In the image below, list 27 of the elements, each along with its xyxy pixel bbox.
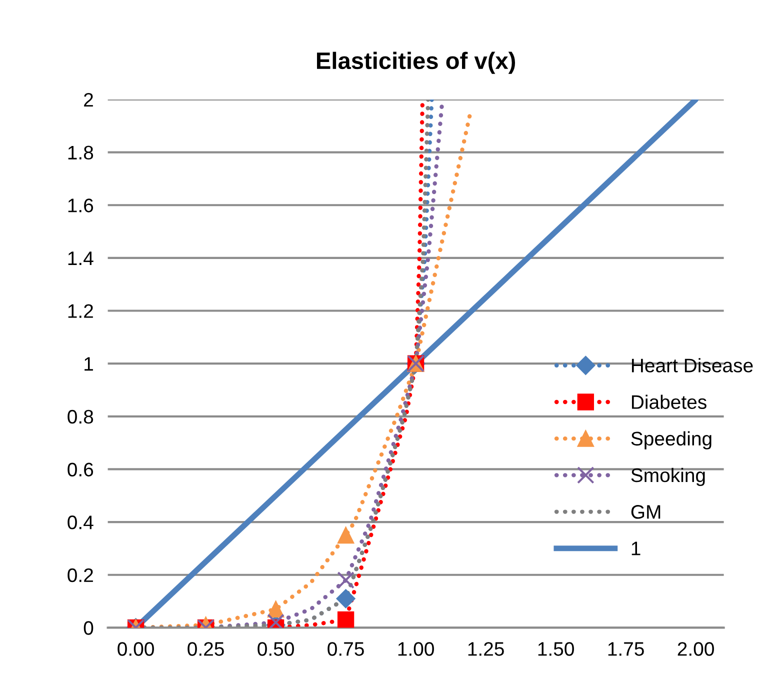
x-tick-label: 0.25 <box>188 642 224 656</box>
legend-label: Speeding <box>631 431 712 450</box>
y-tick-label: 0 <box>84 621 94 635</box>
x-tick-label: 0.50 <box>258 642 294 656</box>
y-tick-label: 1.6 <box>68 198 94 212</box>
x-tick-label: 1.50 <box>538 642 574 656</box>
y-tick-label: 2 <box>84 92 93 107</box>
legend-label: GM <box>631 505 660 519</box>
y-tick-label: 1.8 <box>68 146 94 160</box>
y-tick-label: 0.6 <box>68 462 94 476</box>
x-tick-label: 1.25 <box>468 642 504 656</box>
x-tick-label: 2.00 <box>678 642 714 656</box>
y-tick-label: 0.4 <box>68 516 94 530</box>
legend-label: Diabetes <box>632 394 706 409</box>
legend-label: 1 <box>632 542 640 556</box>
x-tick-label: 1.75 <box>608 642 644 656</box>
y-tick-label: 1 <box>84 357 93 371</box>
y-tick-label: 0.2 <box>68 568 93 582</box>
legend-label: Heart Disease <box>632 358 753 372</box>
y-tick-label: 1.4 <box>68 252 94 265</box>
x-tick-label: 1.00 <box>398 642 434 656</box>
x-tick-label: 0.00 <box>118 642 154 656</box>
x-tick-label: 0.75 <box>328 642 364 656</box>
y-tick-label: 0.8 <box>68 410 94 424</box>
legend-label: Smoking <box>631 468 705 486</box>
chart-title: Elasticities of v(x) <box>317 52 516 74</box>
y-tick-label: 1.2 <box>68 304 93 318</box>
